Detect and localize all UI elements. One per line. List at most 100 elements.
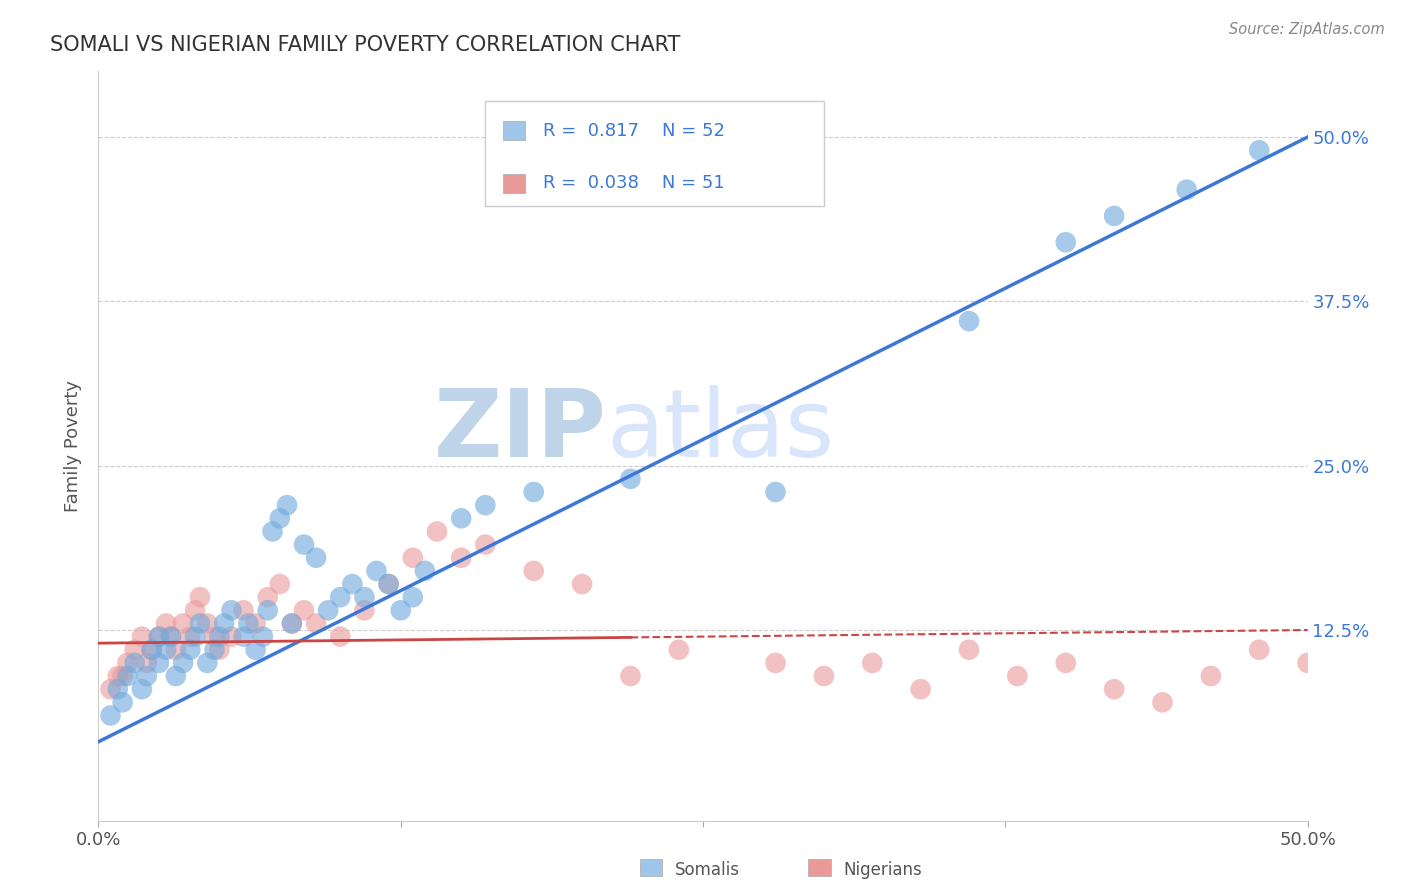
Text: SOMALI VS NIGERIAN FAMILY POVERTY CORRELATION CHART: SOMALI VS NIGERIAN FAMILY POVERTY CORREL… bbox=[51, 35, 681, 54]
Point bbox=[100, 708, 122, 723]
Point bbox=[204, 642, 226, 657]
Point bbox=[208, 630, 231, 644]
Point bbox=[212, 616, 235, 631]
Point bbox=[107, 682, 129, 697]
Point bbox=[426, 524, 449, 539]
Point bbox=[172, 656, 194, 670]
Point bbox=[1007, 669, 1029, 683]
Text: R =  0.038    N = 51: R = 0.038 N = 51 bbox=[543, 174, 724, 192]
Point bbox=[165, 642, 187, 657]
Point bbox=[204, 630, 226, 644]
Point bbox=[619, 669, 641, 683]
Point bbox=[523, 485, 546, 500]
Point bbox=[269, 577, 291, 591]
Point bbox=[1102, 209, 1125, 223]
Point bbox=[256, 590, 278, 604]
Text: ZIP: ZIP bbox=[433, 385, 606, 477]
Point bbox=[377, 577, 399, 591]
Point bbox=[155, 642, 177, 657]
Point bbox=[305, 550, 328, 565]
Point bbox=[238, 616, 260, 631]
Point bbox=[155, 616, 177, 631]
Point bbox=[131, 682, 153, 697]
Point bbox=[292, 603, 315, 617]
Point bbox=[413, 564, 436, 578]
Point bbox=[141, 642, 163, 657]
Point bbox=[957, 314, 980, 328]
Point bbox=[111, 695, 134, 709]
Point bbox=[111, 669, 134, 683]
Text: Nigerians: Nigerians bbox=[844, 861, 922, 879]
Point bbox=[188, 616, 211, 631]
Point bbox=[305, 616, 328, 631]
Point bbox=[256, 603, 278, 617]
Point bbox=[148, 656, 170, 670]
Point bbox=[276, 498, 298, 512]
Point bbox=[813, 669, 835, 683]
Point bbox=[221, 630, 243, 644]
Point bbox=[450, 550, 472, 565]
Point bbox=[1175, 183, 1198, 197]
Point bbox=[353, 590, 375, 604]
Point bbox=[179, 630, 201, 644]
Point bbox=[765, 656, 787, 670]
Text: Source: ZipAtlas.com: Source: ZipAtlas.com bbox=[1229, 22, 1385, 37]
Point bbox=[141, 642, 163, 657]
Point bbox=[195, 656, 218, 670]
Point bbox=[402, 550, 425, 565]
Point bbox=[1344, 682, 1367, 697]
Point bbox=[619, 472, 641, 486]
Point bbox=[184, 630, 207, 644]
Point bbox=[342, 577, 364, 591]
FancyBboxPatch shape bbox=[503, 121, 524, 140]
Point bbox=[269, 511, 291, 525]
Point bbox=[184, 603, 207, 617]
Point bbox=[160, 630, 183, 644]
Y-axis label: Family Poverty: Family Poverty bbox=[65, 380, 83, 512]
Point bbox=[860, 656, 883, 670]
Point bbox=[1296, 656, 1319, 670]
FancyBboxPatch shape bbox=[503, 174, 524, 193]
Point bbox=[402, 590, 425, 604]
Point bbox=[131, 630, 153, 644]
Point bbox=[316, 603, 339, 617]
Point bbox=[148, 630, 170, 644]
Point bbox=[221, 603, 243, 617]
Point bbox=[366, 564, 388, 578]
Point bbox=[208, 642, 231, 657]
Point bbox=[389, 603, 412, 617]
Point bbox=[172, 616, 194, 631]
Text: atlas: atlas bbox=[606, 385, 835, 477]
Point bbox=[252, 630, 274, 644]
Point bbox=[474, 498, 496, 512]
Point bbox=[107, 669, 129, 683]
Point bbox=[1249, 642, 1271, 657]
Point bbox=[124, 642, 146, 657]
Point bbox=[135, 656, 157, 670]
Point bbox=[668, 642, 690, 657]
Point bbox=[232, 603, 254, 617]
Point bbox=[1152, 695, 1174, 709]
Point bbox=[329, 590, 352, 604]
Point bbox=[571, 577, 593, 591]
Point bbox=[450, 511, 472, 525]
Point bbox=[232, 630, 254, 644]
Point bbox=[135, 669, 157, 683]
Point bbox=[523, 564, 546, 578]
Point bbox=[195, 616, 218, 631]
Point bbox=[124, 656, 146, 670]
Point bbox=[179, 642, 201, 657]
Point bbox=[117, 656, 139, 670]
Point bbox=[1249, 143, 1271, 157]
Point bbox=[910, 682, 932, 697]
Point bbox=[281, 616, 304, 631]
Point bbox=[1054, 656, 1077, 670]
Point bbox=[188, 590, 211, 604]
Point bbox=[165, 669, 187, 683]
Point bbox=[245, 616, 267, 631]
Point bbox=[100, 682, 122, 697]
Point bbox=[1102, 682, 1125, 697]
Text: Somalis: Somalis bbox=[675, 861, 740, 879]
Point bbox=[292, 538, 315, 552]
Point bbox=[765, 485, 787, 500]
